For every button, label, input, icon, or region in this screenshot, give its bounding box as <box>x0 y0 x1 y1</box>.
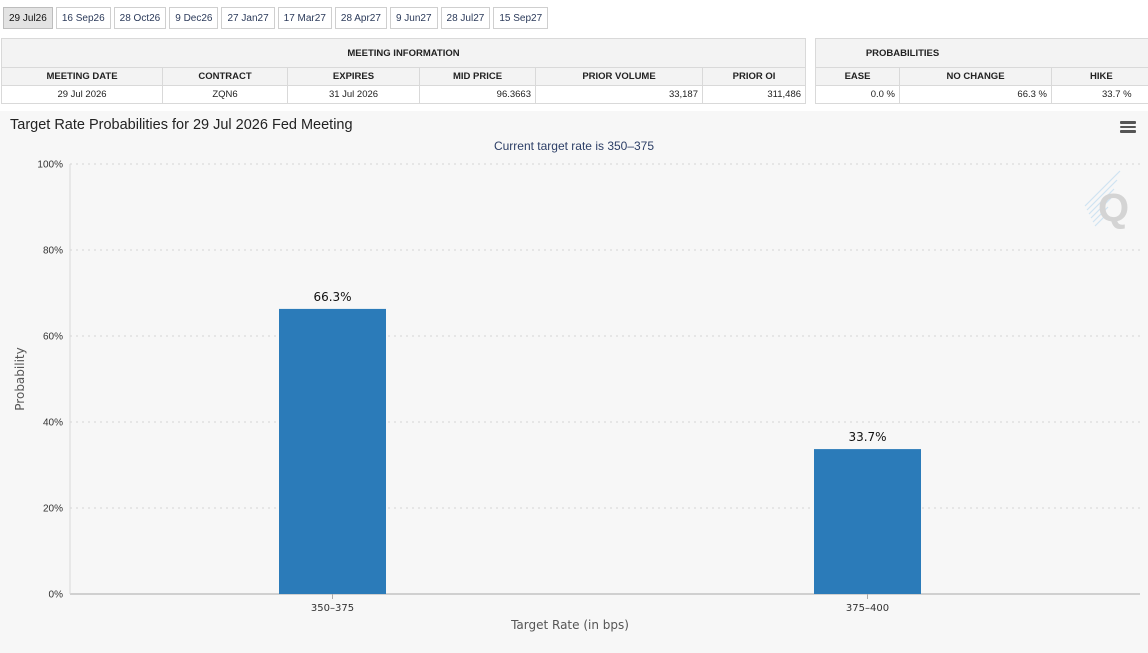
ease-value: 0.0 % <box>815 85 900 104</box>
col-prior-oi: PRIOR OI <box>701 67 807 86</box>
prior-volume-value: 33,187 <box>535 85 703 104</box>
x-tick-label: 350–375 <box>311 603 354 614</box>
data-label: 33.7% <box>848 430 886 444</box>
col-prior-volume: PRIOR VOLUME <box>535 67 703 86</box>
y-tick-label: 40% <box>43 418 63 429</box>
meeting-information-table: MEETING INFORMATION MEETING DATE CONTRAC… <box>0 38 807 104</box>
y-axis-title: Probability <box>13 347 27 410</box>
col-no-change: NO CHANGE <box>899 67 1052 86</box>
watermark-logo-icon: Q <box>1084 170 1129 230</box>
tab-28-apr27[interactable]: 28 Apr27 <box>334 7 387 29</box>
y-tick-label: 80% <box>43 246 63 257</box>
svg-text:Q: Q <box>1098 186 1129 230</box>
x-tick-label: 375–400 <box>846 603 889 614</box>
chart-menu-icon[interactable] <box>1120 121 1136 133</box>
y-tick-label: 0% <box>49 590 64 601</box>
data-label: 66.3% <box>313 290 351 304</box>
meeting-information-header: MEETING INFORMATION <box>0 38 807 68</box>
tab-29-jul26[interactable]: 29 Jul26 <box>3 7 53 29</box>
chart-svg: Q 0% 20% 40% 60% 80% 100% 66.3% 350–375 33.7% 375–… <box>13 160 1140 632</box>
hike-value: 33.7 % <box>1050 85 1148 104</box>
col-hike: HIKE <box>1050 67 1148 86</box>
chart-title: Target Rate Probabilities for 29 Jul 202… <box>10 117 353 133</box>
tab-17-mar27[interactable]: 17 Mar27 <box>277 7 332 29</box>
no-change-value: 66.3 % <box>899 85 1052 104</box>
bar <box>279 308 386 594</box>
y-tick-label: 60% <box>43 332 63 343</box>
y-tick-label: 100% <box>37 160 63 171</box>
tab-27-jan27[interactable]: 27 Jan27 <box>221 7 275 29</box>
col-meeting-date: MEETING DATE <box>1 67 163 86</box>
target-rate-chart: Q 0% 20% 40% 60% 80% 100% 66.3% 350–375 33.7% 375–… <box>0 111 1148 653</box>
bar <box>814 449 921 594</box>
col-contract: CONTRACT <box>162 67 288 86</box>
col-ease: EASE <box>815 67 900 86</box>
col-mid-price: MID PRICE <box>419 67 536 86</box>
mid-price-value: 96.3663 <box>419 85 536 104</box>
meeting-date-value: 29 Jul 2026 <box>1 85 163 104</box>
tab-9-jun27[interactable]: 9 Jun27 <box>389 7 438 29</box>
tab-9-dec26[interactable]: 9 Dec26 <box>169 7 219 29</box>
expires-value: 31 Jul 2026 <box>287 85 420 104</box>
chart-subtitle: Current target rate is 350–375 <box>493 139 655 153</box>
tab-15-sep27[interactable]: 15 Sep27 <box>493 7 549 29</box>
table-row: 29 Jul 2026 ZQN6 31 Jul 2026 96.3663 33,… <box>1 85 807 104</box>
y-tick-label: 20% <box>43 504 63 515</box>
meeting-date-tabs: 29 Jul26 16 Sep26 28 Oct26 9 Dec26 27 Jan27 1… <box>3 7 549 29</box>
contract-value: ZQN6 <box>162 85 288 104</box>
probabilities-table: PROBABILITIES EASE NO CHANGE HIKE 0.0 % … <box>814 38 1148 104</box>
x-axis-title: Target Rate (in bps) <box>510 618 629 632</box>
prior-oi-value: 311,486 <box>701 85 807 104</box>
tab-28-oct26[interactable]: 28 Oct26 <box>113 7 167 29</box>
tab-16-sep26[interactable]: 16 Sep26 <box>55 7 111 29</box>
probabilities-header: PROBABILITIES <box>814 38 1148 68</box>
col-expires: EXPIRES <box>287 67 420 86</box>
tab-28-jul27[interactable]: 28 Jul27 <box>440 7 491 29</box>
table-row: 0.0 % 66.3 % 33.7 % <box>815 85 1148 104</box>
